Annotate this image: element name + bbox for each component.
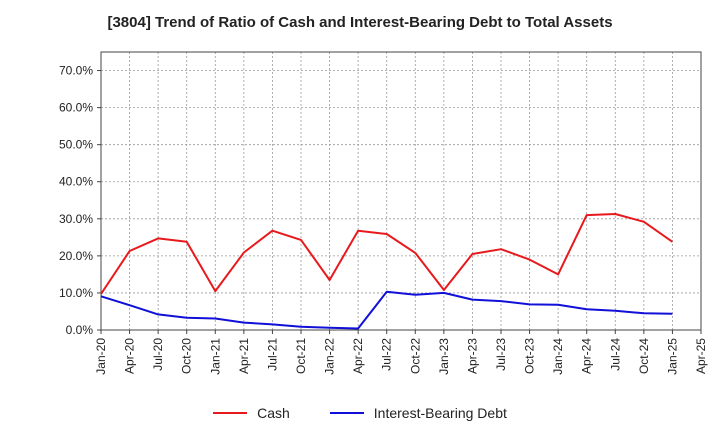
x-tick-label: Apr-21 bbox=[237, 338, 251, 374]
legend-item-cash: Cash bbox=[213, 405, 290, 421]
legend-label-cash: Cash bbox=[257, 405, 290, 421]
series-line-cash bbox=[100, 213, 673, 295]
x-tick-label: Jul-22 bbox=[380, 338, 394, 371]
plot-area bbox=[101, 52, 701, 330]
x-tick-label: Oct-21 bbox=[294, 338, 308, 374]
y-tick-label: 60.0% bbox=[59, 101, 93, 115]
x-tick-label: Jan-22 bbox=[323, 338, 337, 375]
x-tick-label: Oct-23 bbox=[523, 338, 537, 374]
x-tick-label: Apr-25 bbox=[694, 338, 708, 374]
legend-swatch-cash bbox=[213, 412, 248, 414]
x-tick-label: Jan-21 bbox=[208, 338, 222, 375]
series-line-interest-bearing-debt bbox=[100, 290, 673, 330]
y-tick-label: 0.0% bbox=[66, 323, 94, 337]
chart-legend: Cash Interest-Bearing Debt bbox=[0, 405, 720, 421]
y-tick-label: 10.0% bbox=[59, 286, 93, 300]
y-tick-label: 40.0% bbox=[59, 175, 93, 189]
y-tick-label: 20.0% bbox=[59, 249, 93, 263]
legend-swatch-debt bbox=[329, 412, 364, 414]
y-tick-label: 50.0% bbox=[59, 138, 93, 152]
legend-item-debt: Interest-Bearing Debt bbox=[329, 405, 507, 421]
x-tick-label: Jan-24 bbox=[551, 338, 565, 375]
x-tick-label: Jul-20 bbox=[151, 338, 165, 371]
x-tick-label: Jul-21 bbox=[265, 338, 279, 371]
x-tick-label: Oct-20 bbox=[180, 338, 194, 374]
legend-label-debt: Interest-Bearing Debt bbox=[373, 405, 507, 421]
x-tick-label: Jul-23 bbox=[494, 338, 508, 371]
x-tick-label: Apr-20 bbox=[123, 338, 137, 374]
plot-border bbox=[100, 51, 702, 331]
x-tick-label: Apr-23 bbox=[465, 338, 479, 374]
x-tick-label: Jan-20 bbox=[94, 338, 108, 375]
x-tick-label: Apr-24 bbox=[580, 338, 594, 374]
x-tick-label: Jul-24 bbox=[608, 338, 622, 371]
x-tick-label: Jan-25 bbox=[665, 338, 679, 375]
y-tick-label: 70.0% bbox=[59, 64, 93, 78]
chart-title: [3804] Trend of Ratio of Cash and Intere… bbox=[107, 14, 613, 31]
x-tick-label: Apr-22 bbox=[351, 338, 365, 374]
y-tick-label: 30.0% bbox=[59, 212, 93, 226]
x-tick-label: Oct-22 bbox=[408, 338, 422, 374]
x-tick-label: Oct-24 bbox=[637, 338, 651, 374]
x-tick-label: Jan-23 bbox=[437, 338, 451, 375]
